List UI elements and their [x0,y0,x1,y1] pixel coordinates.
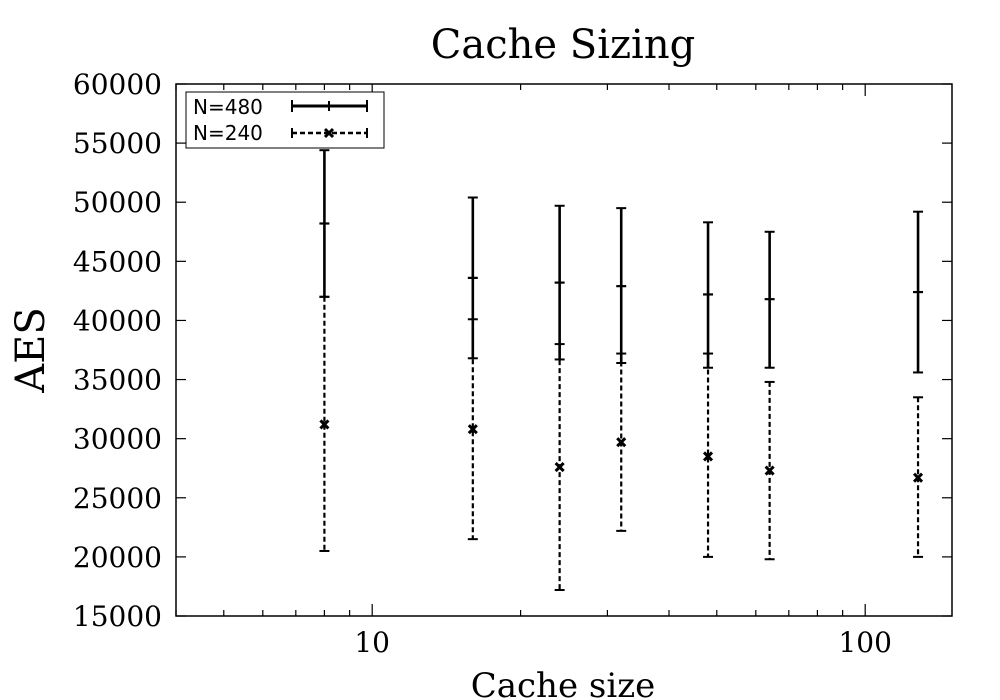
y-tick-label: 15000 [73,600,162,633]
data-point-n240 [467,424,478,435]
chart-title: Cache Sizing [431,22,695,68]
plot-series [319,149,924,591]
y-tick-label: 50000 [73,186,162,219]
plot-frame [175,83,953,617]
x-tick-label: 10 [354,626,390,659]
x-axis-label: Cache size [471,666,656,700]
y-tick-label: 55000 [73,127,162,160]
legend-marker-n240 [323,127,335,139]
data-point-n240 [702,451,714,462]
data-point-n240 [554,461,565,473]
x-tick-label: 100 [838,626,891,659]
data-point-n240 [912,472,924,483]
legend-label-n480: N=480 [193,95,263,119]
y-tick-label: 25000 [73,482,162,515]
y-tick-label: 60000 [73,68,162,101]
data-point-n240 [764,465,775,476]
legend-box [185,91,385,149]
data-point-n240 [616,437,627,448]
y-tick-label: 45000 [73,245,162,278]
y-tick-label: 35000 [73,364,162,397]
y-tick-label: 40000 [73,304,162,337]
y-tick-label: 20000 [73,541,162,574]
y-tick-label: 30000 [73,423,162,456]
legend: N=480 N=240 [185,91,385,149]
legend-label-n240: N=240 [193,121,263,145]
y-axis-label: AES [8,307,54,394]
y-axis: 15000 20000 25000 30000 35000 40000 45000 50000… [73,68,952,633]
x-axis: 10 100 [175,84,892,659]
data-point-n240 [319,419,330,430]
